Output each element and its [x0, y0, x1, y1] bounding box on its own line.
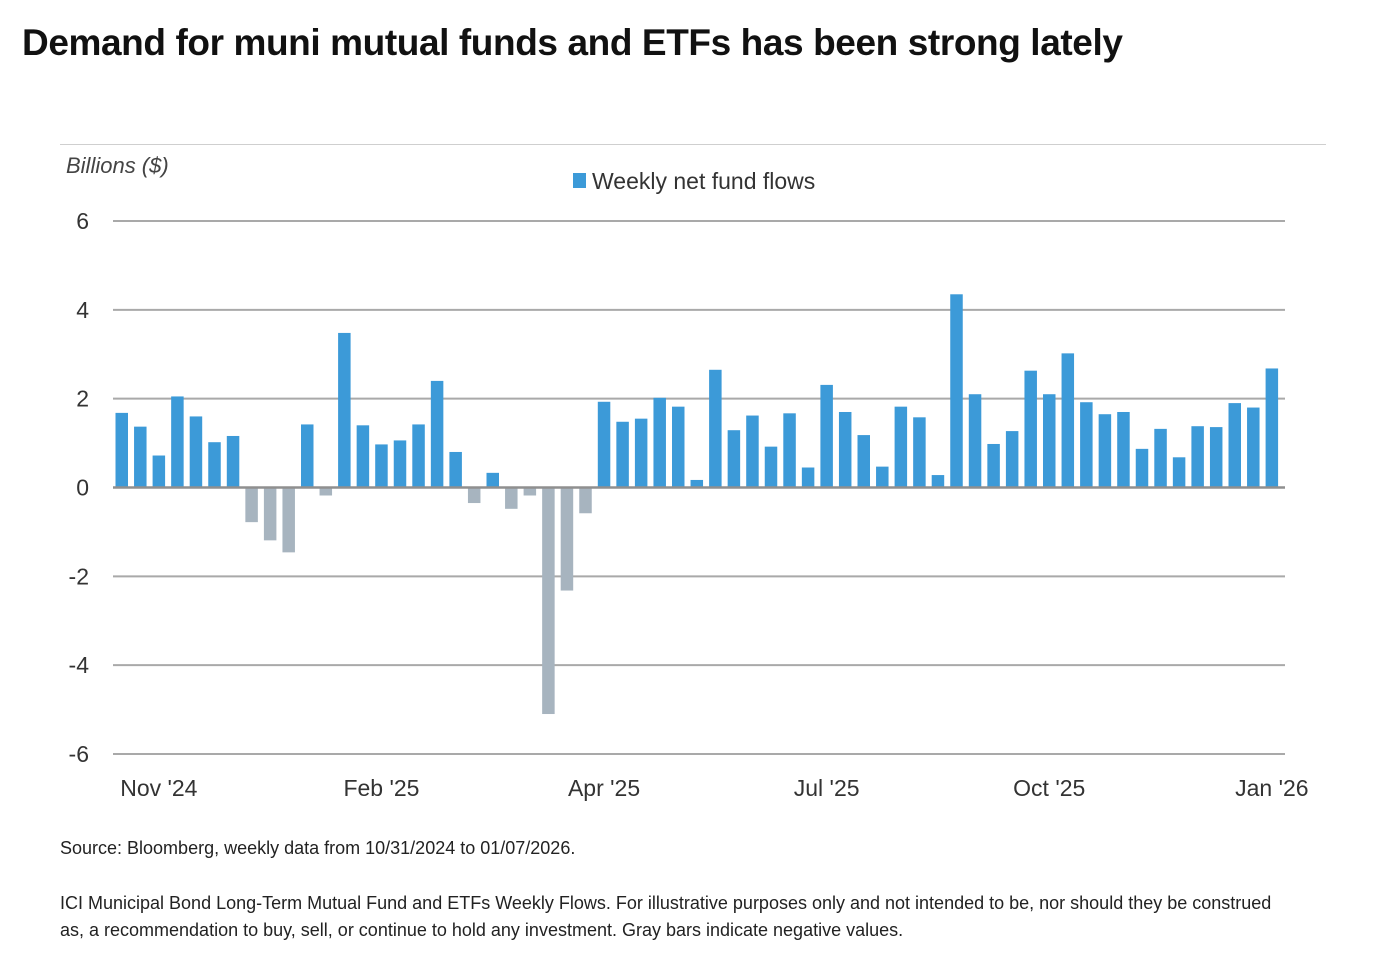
legend-label: Weekly net fund flows	[592, 168, 815, 194]
top-divider	[60, 144, 1326, 145]
bar	[1043, 394, 1056, 488]
bar	[245, 487, 258, 523]
legend: Weekly net fund flows	[573, 168, 815, 194]
bar	[134, 426, 147, 488]
bar	[579, 487, 592, 514]
bar-chart: Billions ($) Weekly net fund flows 6 4 2 0 -…	[66, 153, 1309, 801]
bar	[1135, 448, 1149, 488]
x-tick-label: Jul '25	[794, 775, 860, 801]
bar	[727, 430, 741, 488]
bar	[282, 487, 295, 553]
bar	[857, 435, 870, 488]
bar	[412, 424, 425, 488]
y-tick-label: -6	[69, 741, 89, 767]
bar	[375, 444, 388, 488]
bar	[616, 421, 629, 488]
bar	[486, 472, 499, 488]
bar	[968, 394, 982, 488]
bar	[301, 424, 314, 488]
bar	[208, 442, 221, 488]
bar	[931, 475, 945, 488]
bar	[1080, 402, 1093, 488]
bar	[950, 294, 963, 488]
bar	[1265, 368, 1279, 488]
bar	[709, 369, 722, 488]
x-tick-labels: Nov '24 Feb '25 Apr '25 Jul '25 Oct '25 Jan '…	[120, 775, 1308, 801]
bar	[746, 415, 759, 488]
source-note: Source: Bloomberg, weekly data from 10/3…	[60, 838, 576, 858]
bar	[634, 418, 648, 488]
bar	[115, 412, 128, 488]
y-tick-label: -4	[69, 652, 90, 678]
bar	[263, 487, 277, 541]
y-tick-label: -2	[69, 563, 89, 589]
bar	[542, 487, 555, 715]
bar	[523, 487, 537, 496]
bar	[1005, 431, 1019, 488]
x-tick-label: Oct '25	[1013, 775, 1085, 801]
bar	[913, 417, 926, 488]
bar	[449, 451, 462, 488]
bar	[597, 401, 611, 488]
bar	[319, 487, 333, 496]
bar	[356, 425, 370, 488]
bar	[820, 384, 833, 488]
x-tick-label: Feb '25	[343, 775, 419, 801]
y-tick-label: 4	[76, 297, 89, 323]
bar	[1154, 428, 1167, 488]
bar	[783, 413, 796, 488]
x-tick-label: Jan '26	[1235, 775, 1308, 801]
bar	[1209, 427, 1223, 488]
y-tick-label: 0	[76, 475, 89, 501]
bar	[672, 406, 685, 488]
bar	[152, 455, 166, 488]
x-tick-label: Nov '24	[120, 775, 197, 801]
bar	[338, 332, 351, 488]
bar	[653, 397, 666, 488]
bar	[690, 479, 704, 488]
y-tick-label: 6	[76, 208, 89, 234]
bars	[115, 294, 1279, 715]
bar	[764, 446, 778, 488]
bar	[430, 380, 444, 488]
bar	[987, 443, 1000, 488]
legend-swatch	[573, 173, 586, 188]
chart-title: Demand for muni mutual funds and ETFs ha…	[22, 22, 1123, 63]
y-tick-label: 2	[76, 386, 89, 412]
bar	[226, 435, 240, 488]
bar	[801, 467, 815, 488]
bar	[1024, 370, 1037, 488]
y-axis-label: Billions ($)	[66, 153, 169, 178]
bar	[1172, 457, 1186, 488]
bar	[1228, 403, 1241, 488]
bar	[171, 396, 184, 488]
bar	[876, 466, 889, 488]
bar	[1098, 414, 1112, 488]
disclaimer-note: ICI Municipal Bond Long-Term Mutual Fund…	[60, 893, 1272, 940]
y-tick-labels: 6 4 2 0 -2 -4 -6	[69, 208, 90, 767]
bar	[838, 411, 852, 488]
bar	[1247, 407, 1260, 488]
bar	[393, 440, 407, 488]
bar	[894, 406, 908, 488]
grid-lines	[113, 220, 1285, 755]
bar	[560, 487, 574, 591]
bar	[1061, 353, 1075, 488]
bar	[505, 487, 518, 509]
bar	[467, 487, 481, 504]
bar	[189, 416, 203, 488]
bar	[1191, 426, 1204, 488]
x-tick-label: Apr '25	[568, 775, 640, 801]
bar	[1117, 411, 1130, 488]
